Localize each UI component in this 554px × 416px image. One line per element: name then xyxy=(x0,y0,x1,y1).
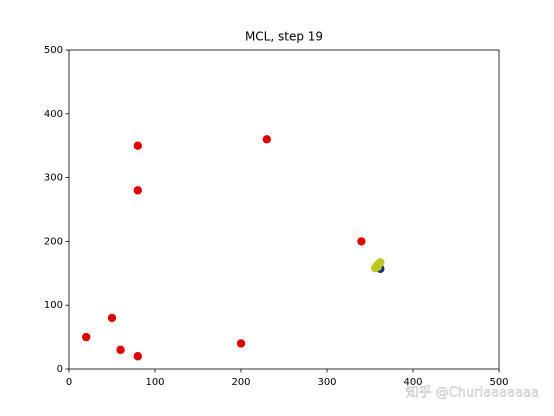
y-tick-label: 500 xyxy=(44,45,63,56)
chart-title: MCL, step 19 xyxy=(245,30,323,44)
x-tick-label: 400 xyxy=(403,377,422,388)
plot-frame xyxy=(68,49,500,370)
y-tick-label: 400 xyxy=(44,109,63,120)
point xyxy=(357,237,366,246)
watermark: 知乎 @Churlaaaaaaa xyxy=(406,385,539,401)
y-tick-label: 0 xyxy=(57,364,63,375)
point xyxy=(116,345,125,355)
point xyxy=(133,186,142,195)
point xyxy=(82,332,91,342)
x-tick-label: 0 xyxy=(66,377,72,388)
y-tick-label: 100 xyxy=(44,300,63,311)
point xyxy=(107,313,117,323)
y-tick-label: 300 xyxy=(44,173,63,184)
x-tick-label: 100 xyxy=(145,377,164,388)
x-tick-label: 300 xyxy=(317,377,336,388)
point xyxy=(133,352,142,361)
point xyxy=(373,262,382,272)
point xyxy=(262,135,271,144)
x-tick-label: 200 xyxy=(231,377,250,388)
point xyxy=(236,339,246,348)
point xyxy=(133,141,142,150)
x-tick-label: 500 xyxy=(489,377,508,388)
y-tick-label: 200 xyxy=(44,236,63,247)
